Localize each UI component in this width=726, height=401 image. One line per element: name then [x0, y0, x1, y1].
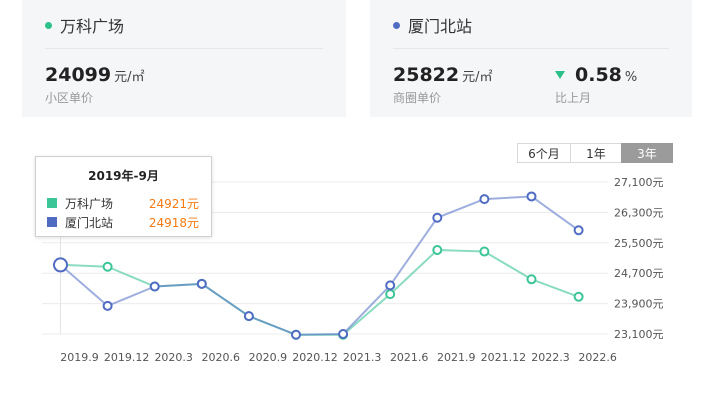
- series-2-point: [291, 329, 301, 340]
- tab-3-years[interactable]: 3年: [621, 143, 673, 163]
- series-2-point: [149, 281, 160, 292]
- series-line-2: [59, 195, 580, 336]
- district-price-block: 25822 元/㎡ 商圈单价: [393, 64, 493, 106]
- community-price: 24099: [45, 64, 112, 86]
- card-divider: [45, 48, 323, 49]
- tooltip-title: 2019年-9月: [88, 169, 159, 183]
- community-price-block: 24099 元/㎡ 小区单价: [45, 64, 145, 106]
- series-2-point: [53, 257, 68, 273]
- y-tick-label: 24,700元: [614, 267, 664, 280]
- y-tick-label: 27,100元: [614, 176, 664, 189]
- change-label: 比上月: [555, 91, 592, 105]
- series-1-point: [385, 289, 396, 300]
- series-2-point: [479, 194, 490, 205]
- tooltip-row: 万科广场 24921元: [47, 195, 199, 211]
- series-2-point: [196, 278, 207, 289]
- tooltip-series-value: 24921元: [148, 196, 199, 211]
- district-price-unit: 元/㎡: [462, 70, 493, 85]
- down-arrow-icon: [555, 70, 565, 79]
- district-title: 厦门北站: [408, 17, 473, 36]
- tab-1-year[interactable]: 1年: [570, 143, 622, 163]
- series-2-point: [338, 329, 349, 339]
- x-tick-label: 2021.6: [390, 351, 429, 364]
- district-price-label: 商圈单价: [393, 91, 442, 105]
- community-title: 万科广场: [60, 17, 125, 36]
- x-tick-label: 2021.12: [481, 351, 527, 364]
- tooltip-series-name: 厦门北站: [65, 215, 114, 230]
- series-2-point: [243, 311, 254, 322]
- x-tick-label: 2022.3: [531, 351, 570, 364]
- community-dot: [45, 21, 52, 29]
- series-1-point: [102, 261, 113, 272]
- chart-tooltip: 2019年-9月 万科广场 24921元 厦门北站 24918元: [35, 156, 212, 237]
- legend-swatch: [47, 217, 57, 227]
- series-2-point: [526, 191, 537, 202]
- change-block: 0.58% 比上月: [555, 64, 637, 106]
- series-1-point: [526, 274, 537, 285]
- range-tabs: 6个月 1年 3年: [517, 143, 673, 163]
- series-2-point: [432, 212, 443, 223]
- community-card: 万科广场 24099 元/㎡ 小区单价: [22, 0, 346, 117]
- x-tick-label: 2022.6: [578, 351, 617, 364]
- series-1-point: [432, 245, 443, 256]
- x-tick-label: 2020.9: [249, 351, 288, 364]
- district-dot: [393, 21, 400, 29]
- x-tick-label: 2020.6: [202, 351, 241, 364]
- district-price: 25822: [393, 64, 460, 86]
- community-price-label: 小区单价: [45, 91, 94, 105]
- series-2-point: [385, 280, 396, 291]
- tooltip-series-name: 万科广场: [65, 196, 114, 211]
- tooltip-series-value: 24918元: [148, 215, 199, 230]
- x-tick-label: 2021.3: [343, 351, 382, 364]
- x-tick-label: 2019.9: [60, 351, 99, 364]
- tab-6-months[interactable]: 6个月: [517, 143, 571, 163]
- change-value: 0.58: [575, 64, 622, 86]
- tooltip-row: 厦门北站 24918元: [47, 214, 199, 230]
- x-tick-label: 2020.3: [154, 351, 193, 364]
- legend-swatch: [47, 198, 57, 208]
- series-2-point: [102, 300, 113, 311]
- y-tick-label: 25,500元: [614, 237, 664, 250]
- series-1-point: [479, 246, 490, 257]
- x-tick-label: 2019.12: [104, 351, 150, 364]
- district-card: 厦门北站 25822 元/㎡ 商圈单价 0.58% 比上月: [370, 0, 692, 117]
- series-1-point: [573, 291, 584, 302]
- card-divider: [393, 48, 669, 49]
- community-price-unit: 元/㎡: [114, 70, 145, 85]
- change-unit: %: [624, 70, 638, 85]
- x-tick-label: 2021.9: [437, 351, 476, 364]
- series-2-point: [573, 225, 584, 236]
- y-tick-label: 26,300元: [614, 206, 664, 219]
- y-tick-label: 23,100元: [614, 328, 664, 341]
- x-tick-label: 2020.12: [292, 351, 338, 364]
- y-tick-label: 23,900元: [614, 298, 664, 311]
